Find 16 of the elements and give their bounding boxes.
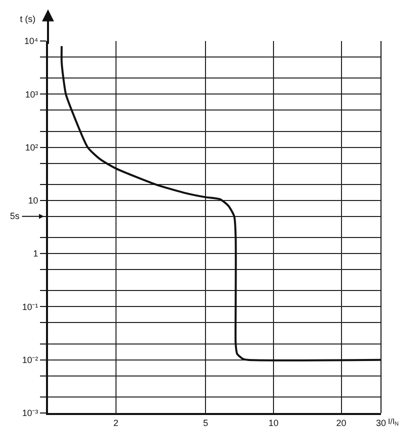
y-tick-label: 10 (28, 196, 38, 206)
y-tick-label: 10⁻² (22, 355, 38, 366)
y-tick-label: 10⁻³ (22, 408, 38, 418)
y-tick-label: 10⁴ (24, 36, 38, 46)
x-tick-label: 2 (113, 418, 118, 428)
x-tick-label: 10 (268, 418, 278, 428)
y-tick-label: 10³ (25, 89, 38, 100)
x-tick-label: 5 (203, 418, 208, 428)
ref-line-label: 5s (10, 211, 20, 221)
y-axis-title: t (s) (20, 14, 36, 24)
y-tick-label: 10⁻¹ (22, 302, 38, 312)
x-axis-title: I/I$_{N}$ (388, 417, 399, 428)
x-tick-label: 30 (376, 418, 386, 428)
y-tick-label: 1 (33, 248, 38, 259)
y-tick-label: 10² (25, 142, 38, 152)
x-tick-label: 20 (336, 418, 346, 428)
